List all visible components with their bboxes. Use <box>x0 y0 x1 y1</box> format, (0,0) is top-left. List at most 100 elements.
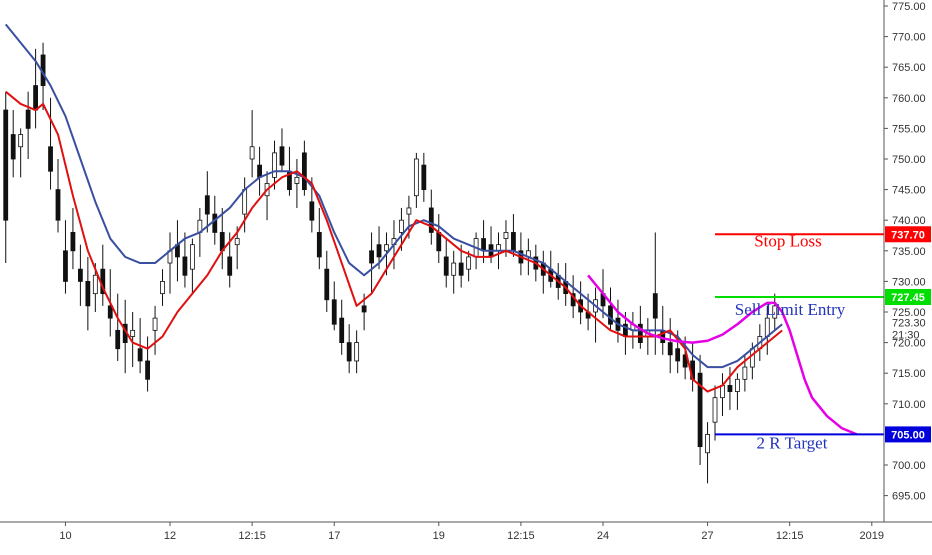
candle <box>316 207 322 270</box>
candle-body <box>152 317 158 331</box>
candle <box>63 220 68 294</box>
candle-body <box>189 244 195 270</box>
candle <box>48 97 53 190</box>
candle-body <box>399 219 404 233</box>
candle-body <box>301 152 307 191</box>
candle-body <box>369 250 374 264</box>
candle-body <box>436 232 442 252</box>
candle-body <box>608 305 613 325</box>
candle-body <box>705 433 710 454</box>
level-badge-text: 727.45 <box>891 292 925 304</box>
y-tick-label: 775.00 <box>892 1 926 13</box>
x-tick-label: 12:15 <box>776 530 804 542</box>
candle-body <box>637 323 643 343</box>
price-level-sell-limit-entry: Sell Limit Entry 727.45 <box>715 289 931 319</box>
candle-body <box>511 232 516 252</box>
candle <box>279 128 285 172</box>
candle-body <box>652 293 658 319</box>
candle <box>608 287 613 331</box>
candle <box>466 250 472 282</box>
candle <box>421 152 427 202</box>
x-tick-label: 17 <box>328 530 340 542</box>
y-tick-label: 760.00 <box>892 93 926 105</box>
candle-body <box>182 256 188 276</box>
x-tick-label: 12 <box>164 530 176 542</box>
candle-body <box>212 213 218 233</box>
candle <box>772 293 778 331</box>
candle-body <box>772 305 778 319</box>
candle-body <box>160 280 165 295</box>
candle-body <box>481 238 486 252</box>
candle-body <box>720 385 725 399</box>
candle-body <box>115 329 121 350</box>
x-tick-label: 2019 <box>860 530 884 542</box>
candle-body <box>361 305 367 313</box>
candle <box>331 281 337 331</box>
candle-body <box>70 232 76 252</box>
x-tick-label: 24 <box>597 530 609 542</box>
candle-body <box>63 250 68 282</box>
candle <box>182 232 188 288</box>
candle <box>55 159 61 233</box>
ema-layer <box>4 23 858 436</box>
candle-body <box>667 342 673 356</box>
candle-body <box>443 256 449 276</box>
y-tick-label: 765.00 <box>892 62 926 74</box>
candle-body <box>18 134 24 148</box>
candle <box>735 373 740 410</box>
y-tick-label: 730.00 <box>892 276 926 288</box>
candle-body <box>234 238 240 246</box>
candle-body <box>145 360 150 380</box>
candle <box>204 171 210 233</box>
y-tick-label: 745.00 <box>892 185 926 197</box>
candle-body <box>384 244 389 252</box>
x-tick-label: 12:15 <box>507 530 535 542</box>
candle-body <box>503 232 509 239</box>
candle <box>354 330 360 374</box>
candle-body <box>735 378 740 392</box>
candle-body <box>92 274 98 295</box>
candle <box>339 299 345 355</box>
candle-body <box>48 146 53 172</box>
candle-body <box>712 397 718 423</box>
candle-body <box>697 372 703 448</box>
candle-body <box>107 305 113 319</box>
candle <box>3 91 9 264</box>
candle <box>85 256 91 331</box>
candle <box>428 189 434 245</box>
y-tick-label: 695.00 <box>892 491 926 503</box>
candle <box>249 110 255 178</box>
candle-body <box>451 262 457 276</box>
candle <box>667 318 673 374</box>
x-tick-label: 10 <box>59 530 71 542</box>
y-tick-label: 735.00 <box>892 246 926 258</box>
y-tick-label: 720.00 <box>892 338 926 350</box>
price-level-2-r-target: 2 R Target 705.00 <box>715 426 931 452</box>
y-tick-label: 750.00 <box>892 154 926 166</box>
candles-layer <box>3 42 778 484</box>
level-label: Sell Limit Entry <box>735 300 846 319</box>
candle-body <box>137 348 143 362</box>
candle <box>294 159 300 208</box>
candle-body <box>227 256 233 276</box>
candle <box>705 422 710 484</box>
candle-body <box>10 134 16 160</box>
levels-layer: Stop Loss 737.70 Sell Limit Entry 727.45 2 R… <box>715 226 931 452</box>
level-badge <box>885 226 931 243</box>
level-label: 2 R Target <box>757 433 828 452</box>
x-tick-label: 27 <box>701 530 713 542</box>
candle <box>346 324 352 374</box>
candle <box>25 91 31 159</box>
candle-body <box>727 385 733 392</box>
ema-blue-line <box>4 23 783 369</box>
candle <box>10 110 16 178</box>
level-badge-text: 705.00 <box>891 429 925 441</box>
y-axis-extra-label: 21:30 <box>892 330 920 342</box>
candle-body <box>324 268 330 301</box>
y-tick-label: 740.00 <box>892 215 926 227</box>
candle-body <box>294 176 300 184</box>
candle-body <box>279 146 285 166</box>
candle-body <box>204 195 210 215</box>
